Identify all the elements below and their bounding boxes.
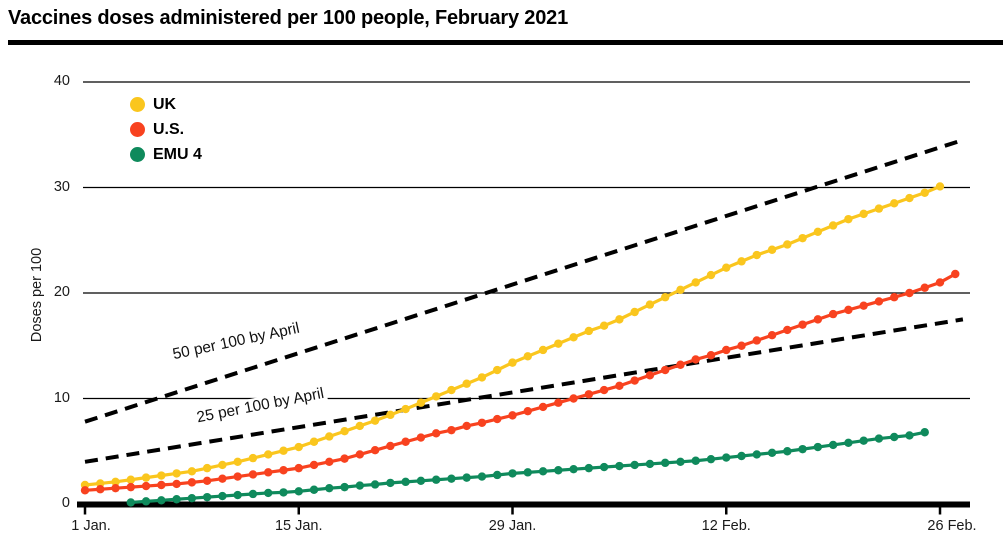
y-tick-label: 10: [53, 389, 70, 406]
x-tick-label: 26 Feb.: [927, 518, 977, 534]
y-tick-label: 20: [53, 284, 70, 300]
y-tick-label: 30: [53, 178, 70, 195]
x-axis-line: [77, 501, 970, 508]
emu4-series-swatch-icon: [130, 147, 145, 162]
series-us-points: [80, 269, 960, 495]
x-tick-label: 12 Feb.: [701, 518, 751, 534]
legend-item-uk: UK: [130, 92, 202, 117]
gridlines: [83, 81, 970, 400]
x-tick-label: 15 Jan.: [274, 518, 323, 534]
y-tick-label: 0: [61, 495, 70, 511]
series-uk-points: [80, 182, 945, 490]
x-tick-label: 1 Jan.: [71, 518, 111, 534]
series-us-line: [84, 272, 957, 492]
legend-item-us: U.S.: [130, 117, 202, 142]
legend-label-emu4: EMU 4: [153, 145, 202, 163]
legend-item-emu4: EMU 4: [130, 142, 202, 167]
series-emu4-points: [126, 428, 929, 507]
series-uk: [80, 182, 945, 490]
legend: UK U.S. EMU 4: [130, 92, 202, 167]
series-us: [80, 269, 960, 495]
legend-label-uk: UK: [153, 95, 177, 113]
title-rule: [8, 40, 1003, 45]
pace-line-25: [84, 317, 964, 464]
series-emu4: [126, 428, 929, 507]
us-series-swatch-icon: [130, 122, 145, 137]
chart-title: Vaccines doses administered per 100 peop…: [8, 7, 568, 29]
x-tick-label: 29 Jan.: [488, 518, 537, 534]
y-tick-label: 40: [53, 73, 70, 89]
pace-line-50: [84, 138, 964, 424]
x-axis-ticks: [83, 507, 942, 515]
uk-series-swatch-icon: [130, 97, 145, 112]
legend-label-us: U.S.: [153, 120, 185, 138]
